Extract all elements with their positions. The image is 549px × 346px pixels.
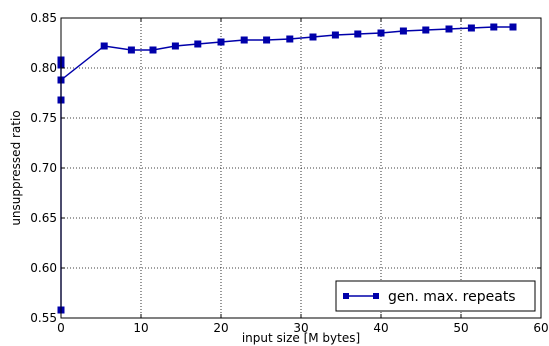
data-point xyxy=(100,42,108,50)
data-point xyxy=(445,25,453,33)
x-axis-title: input size [M bytes] xyxy=(242,331,360,345)
axis-ticks: 0 10 20 30 40 50 60 0.55 0.60 0.65 0.70 0.75 0.80 0.8… xyxy=(30,11,548,335)
x-tick-label: 10 xyxy=(133,321,148,335)
data-point xyxy=(399,27,407,35)
series-markers xyxy=(57,23,517,314)
data-point xyxy=(127,46,135,54)
x-tick-label: 20 xyxy=(213,321,228,335)
x-tick-label: 60 xyxy=(533,321,548,335)
legend-marker xyxy=(343,293,349,299)
data-point xyxy=(240,36,248,44)
data-point xyxy=(509,23,517,31)
data-point xyxy=(286,35,294,43)
data-point xyxy=(377,29,385,37)
data-point xyxy=(171,42,179,50)
y-tick-label: 0.55 xyxy=(30,311,57,325)
y-tick-label: 0.80 xyxy=(30,61,57,75)
y-axis-title: unsuppressed ratio xyxy=(9,110,23,225)
data-point xyxy=(263,36,271,44)
y-tick-label: 0.85 xyxy=(30,11,57,25)
data-point xyxy=(309,33,317,41)
y-tick-label: 0.65 xyxy=(30,211,57,225)
series-lines xyxy=(60,26,513,310)
data-point xyxy=(422,26,430,34)
y-tick-label: 0.75 xyxy=(30,111,57,125)
data-point xyxy=(149,46,157,54)
data-point xyxy=(490,23,498,31)
data-point xyxy=(217,38,225,46)
x-tick-label: 40 xyxy=(373,321,388,335)
data-point xyxy=(331,31,339,39)
grid-lines xyxy=(60,17,542,319)
series-line xyxy=(60,26,513,310)
y-tick-label: 0.70 xyxy=(30,161,57,175)
x-tick-label: 30 xyxy=(293,321,308,335)
data-point xyxy=(194,40,202,48)
legend-marker xyxy=(373,293,379,299)
x-tick-label: 50 xyxy=(453,321,468,335)
data-point xyxy=(354,30,362,38)
y-tick-label: 0.60 xyxy=(30,261,57,275)
data-point xyxy=(467,24,475,32)
x-tick-label: 0 xyxy=(57,321,65,335)
legend-entry-label: gen. max. repeats xyxy=(388,289,516,305)
legend: gen. max. repeats xyxy=(335,280,536,312)
